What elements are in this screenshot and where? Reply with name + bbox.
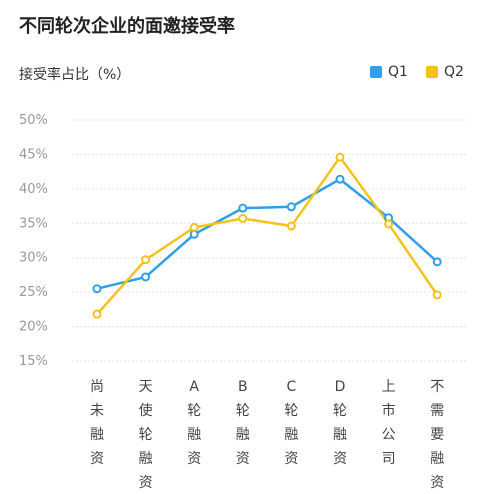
x-tick-label: B 轮融资 <box>236 379 250 467</box>
legend-item-q1[interactable]: Q1 <box>370 64 408 80</box>
x-tick-label: 尚未融资 <box>90 379 104 467</box>
y-tick-label: 50% <box>19 113 48 128</box>
legend-swatch-q1 <box>370 66 382 78</box>
y-tick-label: 30% <box>19 251 48 266</box>
x-tick-label: 上市公司 <box>382 379 396 467</box>
data-point-q2 <box>238 213 248 223</box>
series-line-q1 <box>95 177 439 290</box>
x-tick-label: 不需要融资 <box>430 379 444 491</box>
data-point-q1 <box>286 202 296 212</box>
x-tick-label: D 轮融资 <box>333 379 347 467</box>
data-point-q1 <box>141 272 151 282</box>
data-point-q1 <box>432 257 442 267</box>
x-tick-label: C 轮融资 <box>284 379 298 467</box>
data-point-q2 <box>384 219 394 229</box>
data-point-q2 <box>92 309 102 319</box>
x-tick-label: 天使轮融资 <box>139 379 153 491</box>
y-tick-label: 15% <box>19 354 48 369</box>
y-tick-label: 45% <box>19 147 48 162</box>
data-point-q2 <box>335 152 345 162</box>
data-point-q1 <box>335 174 345 184</box>
x-tick-label: A 轮融资 <box>187 379 201 467</box>
data-point-q1 <box>92 284 102 294</box>
y-tick-label: 20% <box>19 320 48 335</box>
y-axis-label: 接受率占比（%） <box>19 67 131 83</box>
legend-label-q1: Q1 <box>388 64 408 80</box>
chart-title: 不同轮次企业的面邀接受率 <box>19 16 235 37</box>
data-point-q1 <box>238 203 248 213</box>
series-line-q2 <box>95 155 439 316</box>
data-point-q2 <box>432 290 442 300</box>
y-tick-label: 40% <box>19 182 48 197</box>
legend-item-q2[interactable]: Q2 <box>426 64 464 80</box>
legend-swatch-q2 <box>426 66 438 78</box>
data-point-q2 <box>189 222 199 232</box>
data-point-q2 <box>286 221 296 231</box>
legend-label-q2: Q2 <box>444 64 464 80</box>
y-tick-label: 35% <box>19 216 48 231</box>
data-point-q2 <box>141 255 151 265</box>
y-tick-label: 25% <box>19 285 48 300</box>
